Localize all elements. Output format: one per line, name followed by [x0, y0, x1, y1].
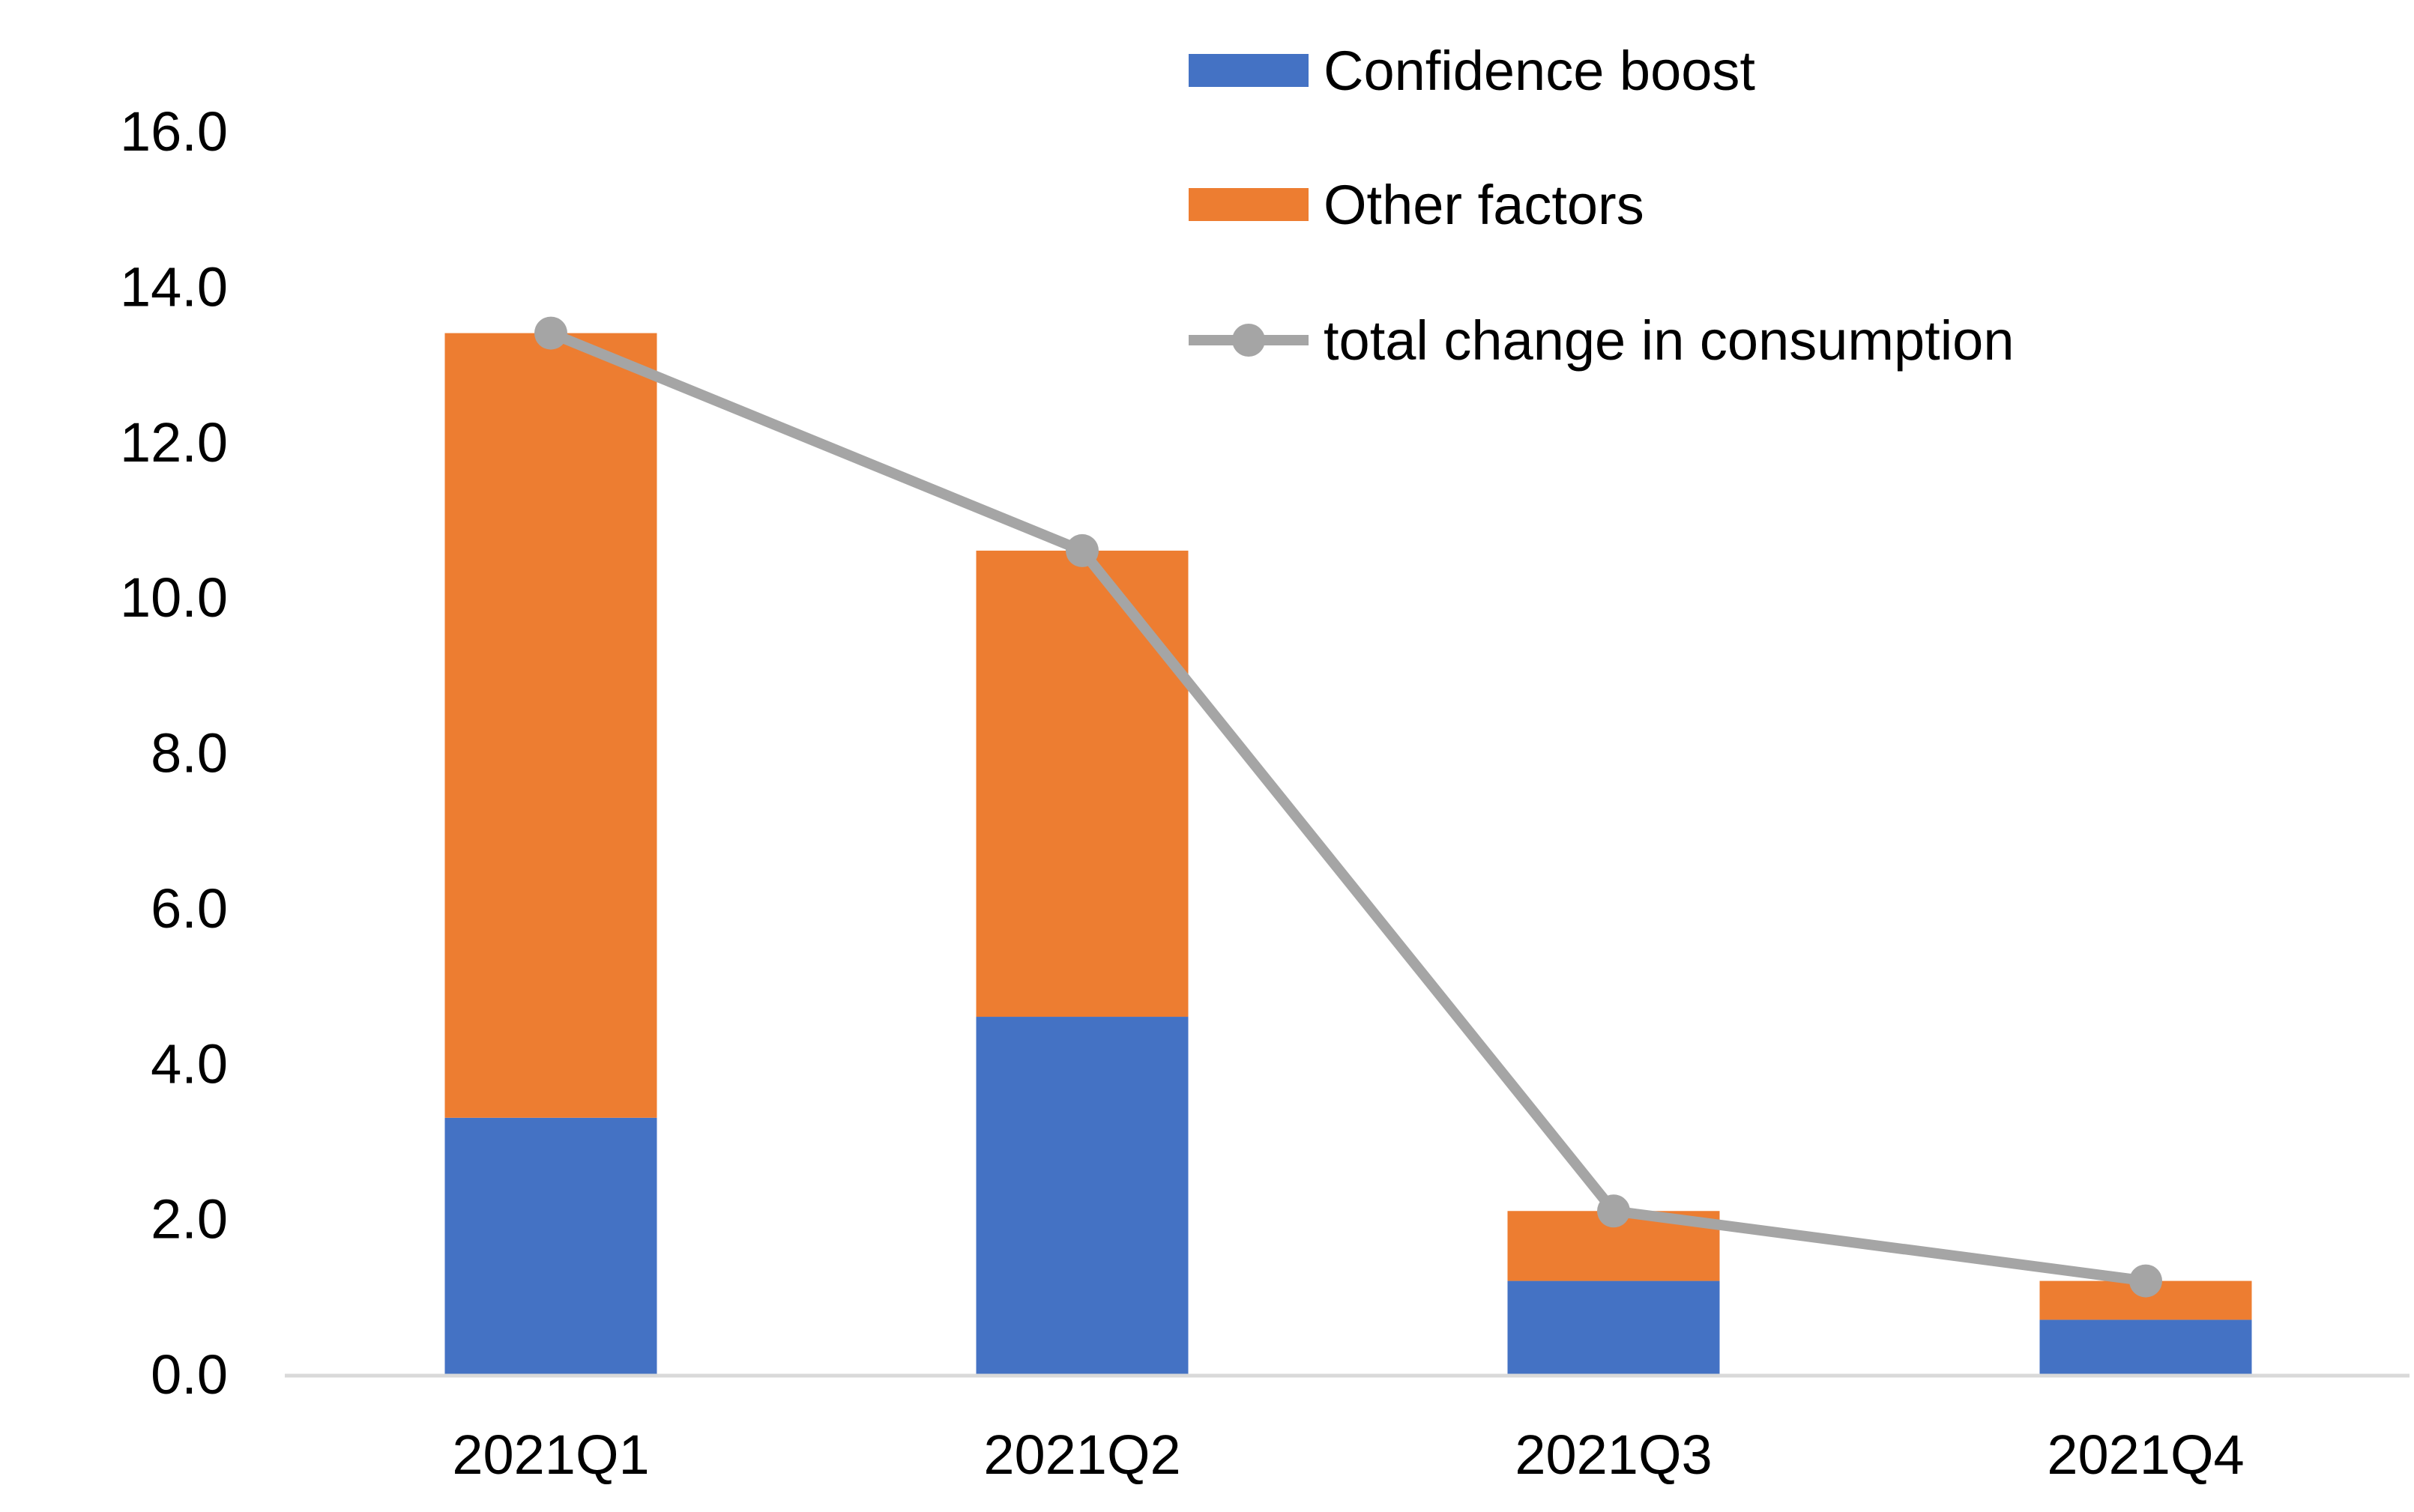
- y-tick-label: 12.0: [120, 411, 228, 474]
- y-tick-label: 14.0: [120, 255, 228, 318]
- x-tick-label: 2021Q3: [1515, 1424, 1712, 1486]
- y-tick-label: 0.0: [151, 1343, 228, 1406]
- y-tick-label: 16.0: [120, 100, 228, 163]
- legend-label: Other factors: [1324, 174, 1644, 236]
- legend-item: Confidence boost: [1189, 40, 1755, 102]
- legend-swatch: [1189, 188, 1309, 221]
- total-line: [534, 316, 2162, 1298]
- y-axis-ticks: 0.0 2.0 4.0 6.0 8.0 10.0 12.0 14.0 16.0: [120, 100, 228, 1406]
- x-axis-ticks: 2021Q1 2021Q2 2021Q3 2021Q4: [452, 1424, 2244, 1486]
- bar-confidence-boost: [444, 1117, 657, 1374]
- total-line-point: [534, 316, 567, 350]
- y-tick-label: 8.0: [151, 722, 228, 784]
- bar-other-factors: [444, 333, 657, 1118]
- bars: [444, 333, 2252, 1374]
- x-tick-label: 2021Q1: [452, 1424, 649, 1486]
- bar-confidence-boost: [2039, 1319, 2252, 1374]
- x-tick-label: 2021Q4: [2047, 1424, 2244, 1486]
- total-line-point: [1597, 1194, 1630, 1228]
- bar-other-factors: [976, 550, 1189, 1017]
- legend-item: Other factors: [1189, 174, 1644, 236]
- legend-item: total change in consumption: [1189, 309, 2015, 372]
- legend-marker: [1232, 324, 1265, 357]
- legend-label: total change in consumption: [1324, 309, 2015, 372]
- total-line-point: [1066, 533, 1099, 567]
- legend-swatch: [1189, 54, 1309, 87]
- y-tick-label: 10.0: [120, 566, 228, 629]
- x-tick-label: 2021Q2: [983, 1424, 1180, 1486]
- legend: Confidence boost Other factors total chang…: [1189, 40, 2015, 372]
- y-tick-label: 2.0: [151, 1188, 228, 1251]
- total-line-path: [549, 328, 2146, 1286]
- bar-confidence-boost: [1507, 1280, 1720, 1374]
- legend-label: Confidence boost: [1324, 40, 1755, 102]
- total-line-point: [2129, 1264, 2162, 1298]
- bar-confidence-boost: [976, 1017, 1189, 1374]
- y-tick-label: 6.0: [151, 877, 228, 940]
- y-tick-label: 4.0: [151, 1032, 228, 1095]
